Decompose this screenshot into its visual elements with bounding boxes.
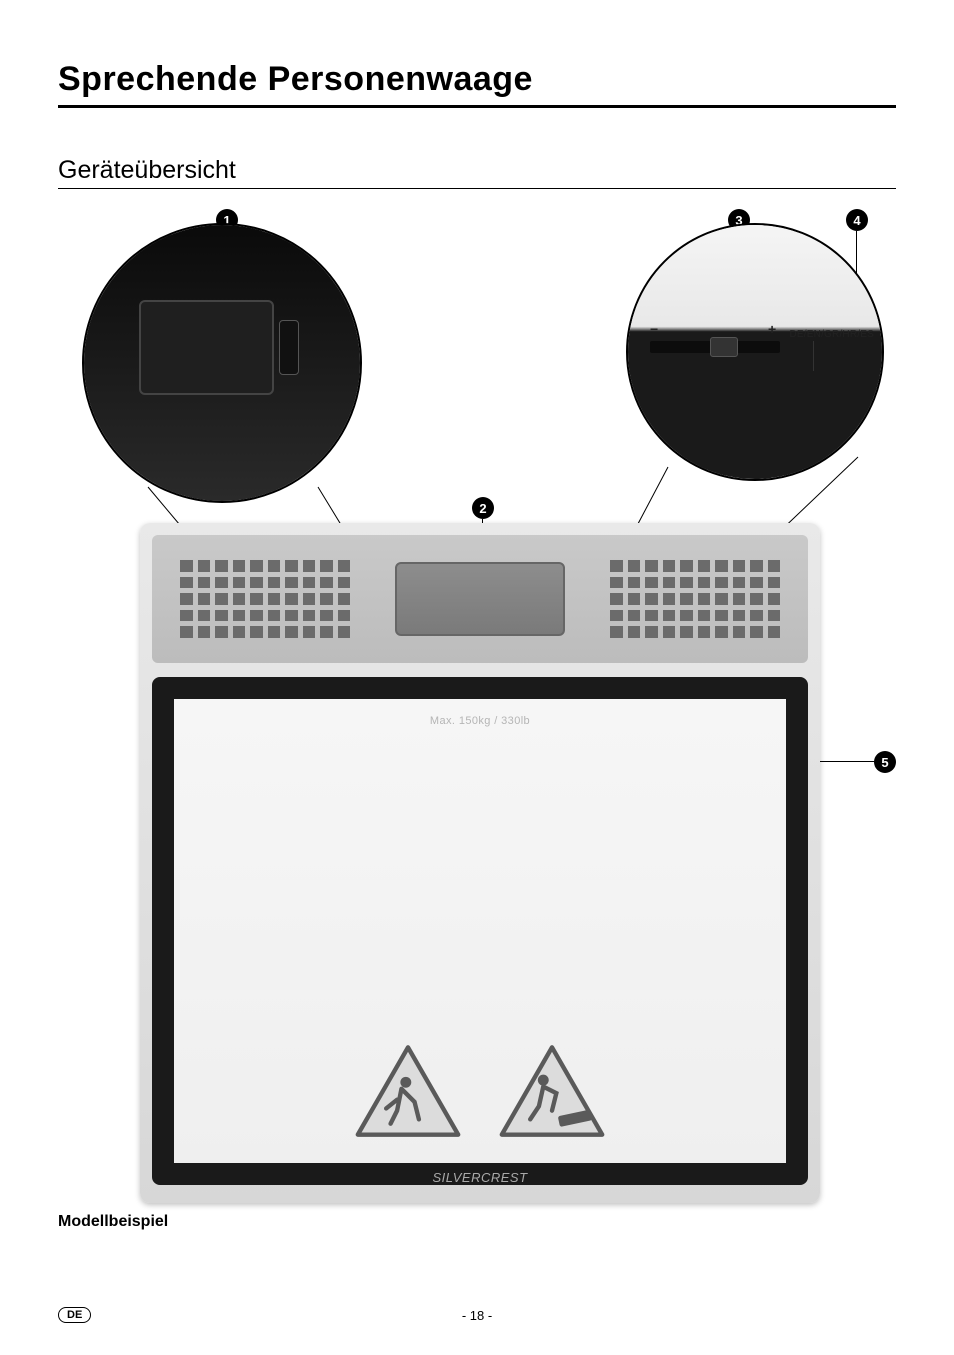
brand-label: SILVERCREST — [432, 1170, 527, 1185]
volume-plus-label: + — [768, 321, 776, 337]
callout-5-badge: 5 — [874, 751, 896, 773]
glass-platform: Max. 150kg / 330lb — [152, 677, 808, 1185]
section-heading: Geräteübersicht — [58, 156, 896, 189]
volume-minus-label: − — [650, 321, 658, 337]
figure-caption: Modellbeispiel — [58, 1213, 896, 1231]
battery-latch-icon — [279, 320, 299, 375]
battery-cover-icon — [139, 300, 274, 395]
volume-slider-knob — [710, 337, 738, 357]
page-title: Sprechende Personenwaage — [58, 60, 896, 108]
scale-device: Max. 150kg / 330lb SILVERCREST — [140, 523, 820, 1203]
footer-page-number: - 18 - — [462, 1308, 492, 1323]
warning-edge-icon — [497, 1043, 607, 1139]
language-switch-label: DE/EN/GR/HR/ES — [790, 329, 874, 340]
warning-slip-icon — [353, 1043, 463, 1139]
footer-language-badge: DE — [58, 1307, 91, 1323]
controls-inset: − + DE/EN/GR/HR/ES — [626, 223, 884, 481]
max-load-label: Max. 150kg / 330lb — [430, 715, 530, 727]
speaker-grille-right — [610, 560, 780, 638]
battery-compartment-inset — [82, 223, 362, 503]
callout-2-badge: 2 — [472, 497, 494, 519]
lcd-display — [395, 562, 565, 636]
speaker-grille-left — [180, 560, 350, 638]
overview-diagram: 1 2 3 4 5 − + — [58, 197, 896, 1207]
language-switch-icon — [813, 341, 814, 371]
volume-slider — [650, 341, 780, 353]
page-footer: DE - 18 - — [58, 1307, 896, 1323]
scale-top-panel — [152, 535, 808, 663]
